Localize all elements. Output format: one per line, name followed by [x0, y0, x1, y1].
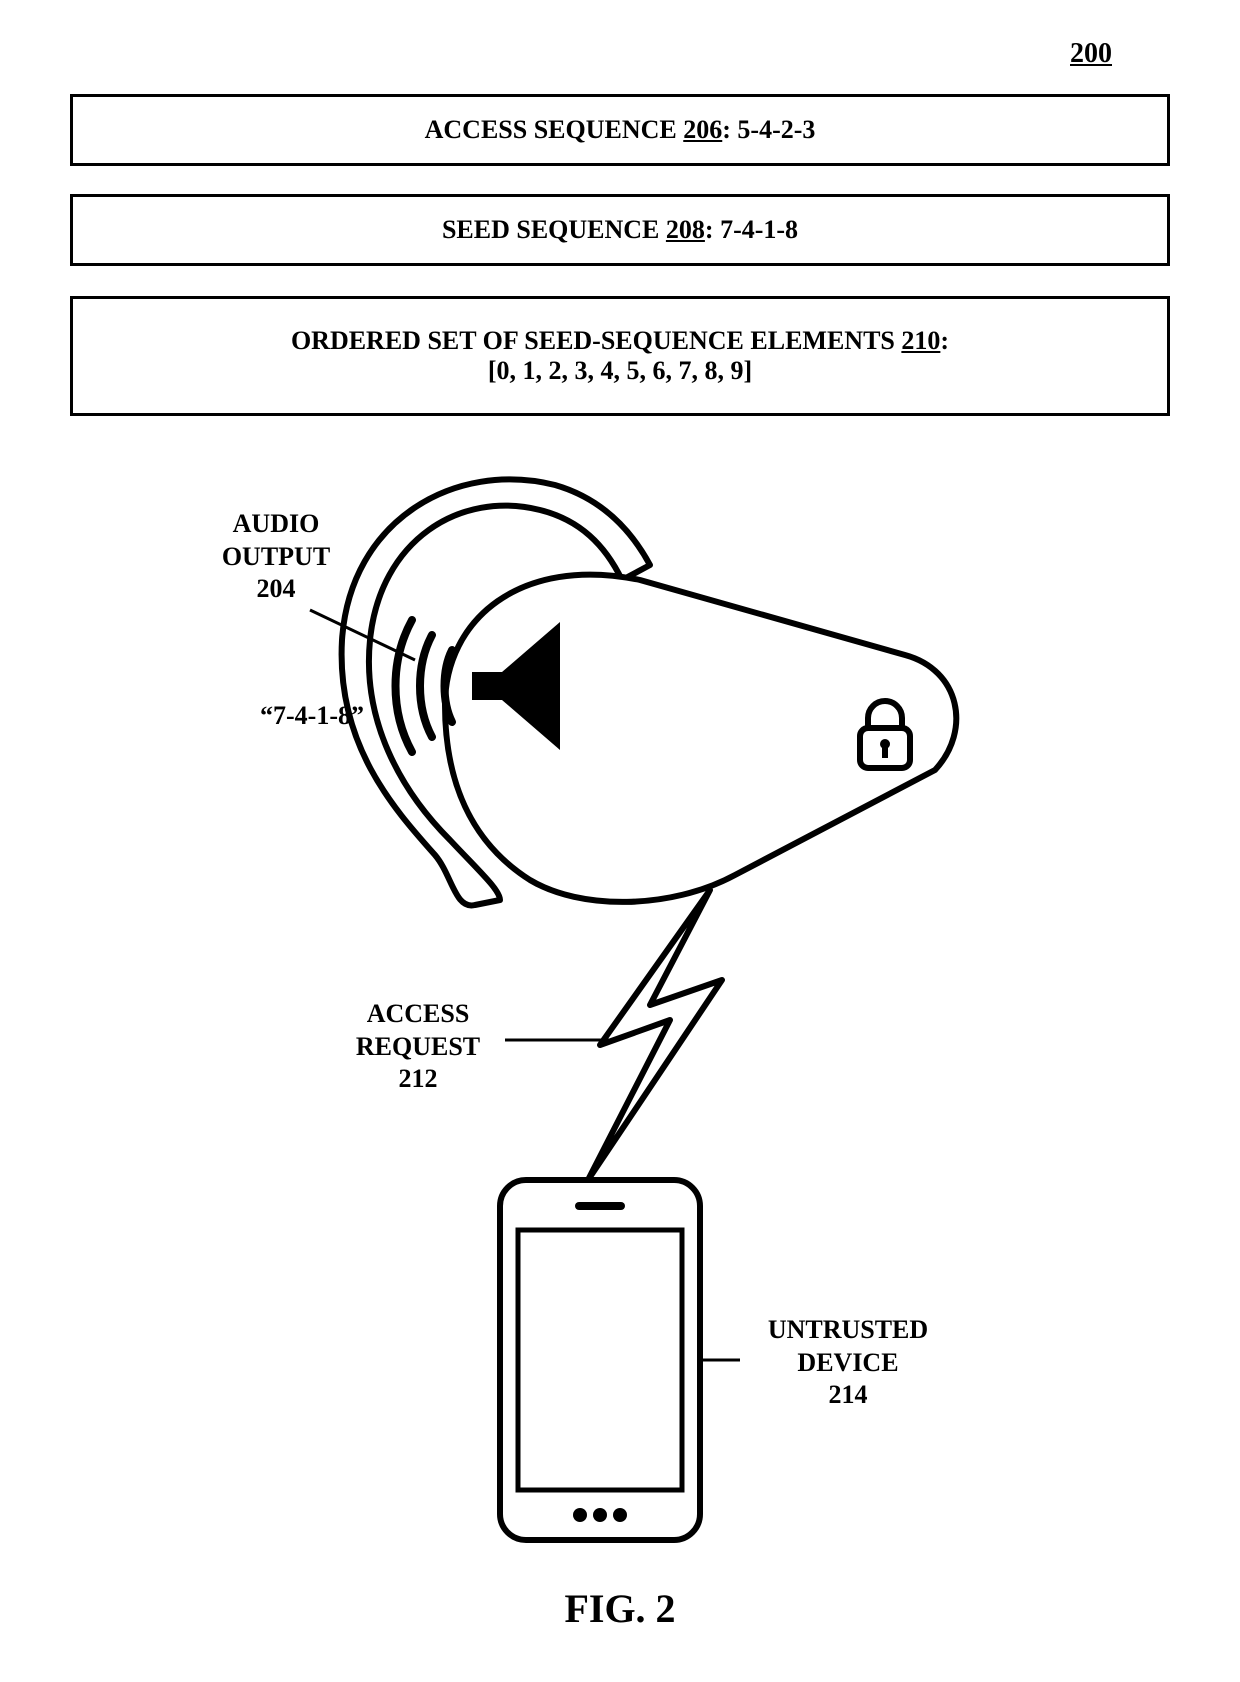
- access-sequence-value: : 5-4-2-3: [722, 115, 815, 144]
- figure-number: 200: [1070, 38, 1112, 70]
- headset-body: [445, 575, 956, 902]
- ordered-set-line1: ORDERED SET OF SEED-SEQUENCE ELEMENTS 21…: [291, 326, 949, 356]
- ordered-set-label: ORDERED SET OF SEED-SEQUENCE ELEMENTS: [291, 326, 901, 355]
- audio-output-leader: [310, 610, 415, 660]
- seed-sequence-ref: 208: [666, 215, 705, 244]
- figure-title: FIG. 2: [0, 1585, 1240, 1632]
- seed-sequence-box: SEED SEQUENCE 208: 7-4-1-8: [70, 194, 1170, 266]
- ordered-set-colon: :: [940, 326, 949, 355]
- access-sequence-box: ACCESS SEQUENCE 206: 5-4-2-3: [70, 94, 1170, 166]
- seed-sequence-label: SEED SEQUENCE: [442, 215, 666, 244]
- access-sequence-text: ACCESS SEQUENCE 206: 5-4-2-3: [425, 115, 816, 145]
- access-sequence-label: ACCESS SEQUENCE: [425, 115, 684, 144]
- seed-sequence-text: SEED SEQUENCE 208: 7-4-1-8: [442, 215, 798, 245]
- access-sequence-ref: 206: [683, 115, 722, 144]
- seed-sequence-value: : 7-4-1-8: [705, 215, 798, 244]
- diagram-svg: [0, 460, 1240, 1560]
- ordered-set-box: ORDERED SET OF SEED-SEQUENCE ELEMENTS 21…: [70, 296, 1170, 416]
- smartphone-shape: [500, 1180, 700, 1540]
- ordered-set-ref: 210: [901, 326, 940, 355]
- ordered-set-elements: [0, 1, 2, 3, 4, 5, 6, 7, 8, 9]: [488, 356, 752, 386]
- lightning-bolt-icon: [588, 890, 722, 1180]
